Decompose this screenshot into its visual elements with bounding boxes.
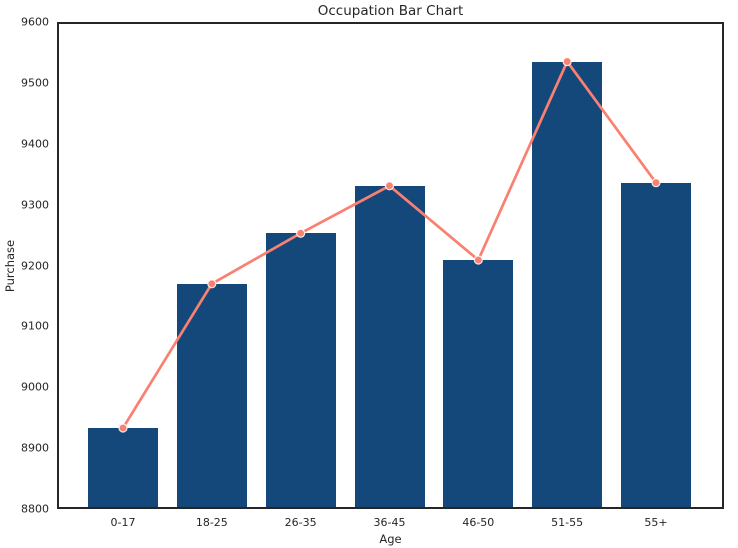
- y-tick-label: 8800: [21, 502, 49, 516]
- y-tick-label: 8900: [21, 441, 49, 455]
- y-tick-label: 9100: [21, 319, 49, 333]
- bar-36-45: [354, 185, 425, 509]
- purchase-line: [121, 60, 658, 430]
- line-marker-55+: [651, 178, 661, 188]
- line-marker-51-55: [562, 56, 572, 67]
- y-tick-label: 9200: [21, 259, 49, 272]
- bar-0-17: [88, 428, 158, 509]
- bar-55+: [621, 182, 691, 509]
- y-axis-label: Purchase: [3, 239, 17, 293]
- line-marker-0-17: [118, 423, 128, 433]
- x-tick-label-18-25: 18-25: [195, 516, 228, 529]
- x-tick-label-36-45: 36-45: [373, 516, 406, 529]
- y-tick-label: 9500: [21, 76, 49, 90]
- line-marker-36-45: [384, 181, 395, 191]
- y-tick-label: 9000: [21, 380, 49, 394]
- bar-51-55: [532, 61, 603, 509]
- line-marker-18-25: [207, 279, 217, 289]
- y-tick-label: 9600: [21, 15, 49, 29]
- x-tick-label-0-17: 0-17: [110, 516, 136, 529]
- line-marker-46-50: [473, 255, 483, 265]
- chart-title: Occupation Bar Chart: [317, 3, 464, 19]
- y-tick-label: 9300: [21, 198, 49, 212]
- bar-46-50: [443, 260, 514, 509]
- x-tick-label-46-50: 46-50: [462, 516, 495, 529]
- line-marker-26-35: [296, 228, 306, 238]
- plot-area: [57, 22, 724, 509]
- bar-26-35: [265, 233, 336, 509]
- x-tick-label-26-35: 26-35: [284, 516, 317, 529]
- x-axis-label: Age: [379, 532, 402, 546]
- bars-layer: [57, 22, 724, 509]
- x-tick-label-51-55: 51-55: [551, 516, 584, 529]
- line-layer: [118, 56, 661, 433]
- y-tick-label: 9400: [21, 137, 49, 151]
- x-tick-label-55+: 55+: [644, 516, 668, 529]
